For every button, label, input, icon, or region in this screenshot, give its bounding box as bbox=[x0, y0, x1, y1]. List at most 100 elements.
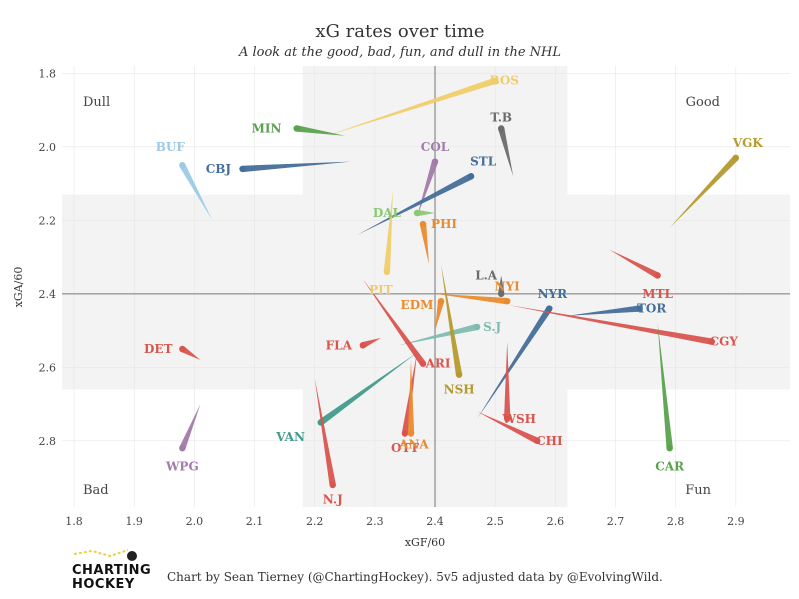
team-label-wpg: WPG bbox=[165, 460, 199, 474]
arrow-min bbox=[296, 125, 345, 136]
arrow-head-wpg bbox=[179, 445, 186, 452]
team-label-pit: PIT bbox=[369, 283, 393, 297]
arrow-head-chi bbox=[534, 437, 541, 445]
arrow-head-sj bbox=[473, 323, 481, 331]
arrow-cbj bbox=[242, 161, 351, 173]
arrow-head-vgk bbox=[732, 154, 740, 162]
y-tick-label: 2.4 bbox=[39, 288, 57, 301]
team-label-col: COL bbox=[421, 140, 450, 154]
x-tick-label: 2.9 bbox=[727, 515, 745, 528]
team-label-tor: TOR bbox=[637, 302, 667, 316]
arrow-head-tor bbox=[636, 305, 643, 312]
arrow-head-ana bbox=[407, 430, 415, 437]
logo-line1: CHARTING bbox=[72, 563, 151, 578]
arrow-nyr bbox=[477, 306, 552, 419]
arrow-pit bbox=[383, 191, 393, 272]
arrow-head-fla bbox=[359, 342, 367, 349]
arrow-tb bbox=[498, 127, 514, 177]
arrow-det bbox=[180, 346, 201, 360]
quadrant-label-fun: Fun bbox=[685, 483, 711, 498]
x-tick-label: 2.1 bbox=[246, 515, 264, 528]
arrow-ari bbox=[362, 279, 426, 366]
arrow-chi bbox=[477, 411, 539, 444]
arrow-head-min bbox=[293, 125, 300, 132]
chart-title: xG rates over time bbox=[315, 21, 484, 42]
arrow-head-nyr bbox=[546, 305, 553, 312]
arrow-head-cbj bbox=[239, 165, 246, 173]
team-label-fla: FLA bbox=[326, 338, 353, 352]
arrow-car bbox=[657, 323, 673, 449]
team-label-buf: BUF bbox=[156, 140, 186, 154]
team-label-tb: T.B bbox=[490, 110, 512, 124]
logo-line2: HOCKEY bbox=[72, 577, 135, 592]
y-axis-label: xGA/60 bbox=[12, 267, 25, 308]
x-tick-label: 2.4 bbox=[426, 515, 444, 528]
quadrant-label-dull: Dull bbox=[83, 95, 110, 110]
team-label-nsh: NSH bbox=[444, 382, 475, 396]
team-label-bos: BOS bbox=[489, 74, 518, 88]
reference-lines bbox=[62, 66, 790, 507]
team-label-vgk: VGK bbox=[732, 136, 764, 150]
team-label-cbj: CBJ bbox=[206, 162, 232, 176]
arrow-head-nj bbox=[329, 481, 336, 489]
arrow-head-buf bbox=[179, 162, 186, 169]
arrow-dal bbox=[417, 209, 435, 217]
y-tick-label: 2.6 bbox=[39, 361, 57, 374]
arrow-head-stl bbox=[467, 173, 475, 180]
x-tick-label: 2.7 bbox=[607, 515, 625, 528]
x-tick-label: 1.8 bbox=[65, 515, 83, 528]
arrow-head-phi bbox=[419, 220, 427, 228]
team-label-phi: PHI bbox=[431, 217, 457, 231]
arrow-head-nsh bbox=[455, 371, 463, 378]
arrow-head-ari bbox=[419, 360, 427, 367]
team-label-edm: EDM bbox=[401, 298, 434, 312]
team-arrows bbox=[179, 77, 740, 489]
y-tick-label: 2.8 bbox=[39, 435, 57, 448]
x-axis-label: xGF/60 bbox=[405, 536, 445, 549]
arrow-phi bbox=[419, 223, 429, 265]
team-label-dal: DAL bbox=[373, 206, 402, 220]
arrow-head-nyi bbox=[504, 298, 511, 305]
arrow-edm bbox=[435, 300, 445, 331]
chart-subtitle: A look at the good, bad, fun, and dull i… bbox=[238, 45, 561, 60]
arrow-head-tb bbox=[498, 125, 505, 132]
team-label-ott: OTT bbox=[391, 441, 419, 455]
arrow-head-det bbox=[179, 345, 186, 353]
quadrant-label-bad: Bad bbox=[83, 483, 109, 498]
arrow-head-dal bbox=[413, 209, 421, 217]
team-label-sj: S.J bbox=[483, 320, 501, 334]
quadrant-labels: Dull Good Bad Fun bbox=[83, 95, 720, 498]
team-label-la: L.A bbox=[475, 268, 498, 282]
arrow-head-col bbox=[431, 158, 439, 165]
team-label-cgy: CGY bbox=[710, 335, 739, 349]
y-tick-label: 1.8 bbox=[39, 67, 57, 80]
x-tick-label: 2.8 bbox=[667, 515, 685, 528]
x-tick-label: 2.5 bbox=[486, 515, 504, 528]
axis-ticks: 1.8 1.9 2.0 2.1 2.2 2.3 2.4 2.5 2.6 2.7 2.8 2.9 1.8 2… bbox=[39, 67, 745, 528]
team-label-van: VAN bbox=[275, 430, 305, 444]
arrow-ana bbox=[407, 360, 415, 434]
x-tick-label: 2.6 bbox=[547, 515, 565, 528]
arrow-head-cgy bbox=[708, 338, 715, 345]
arrow-nsh bbox=[441, 264, 463, 376]
team-label-mtl: MTL bbox=[642, 287, 673, 301]
team-label-nj: N.J bbox=[323, 493, 343, 507]
x-tick-label: 2.2 bbox=[306, 515, 324, 528]
arrow-mtl bbox=[609, 249, 660, 279]
team-label-min: MIN bbox=[252, 121, 282, 135]
team-label-chi: CHI bbox=[536, 434, 563, 448]
y-tick-label: 2.0 bbox=[39, 141, 57, 154]
charting-hockey-logo: CHARTING HOCKEY bbox=[72, 549, 151, 592]
arrow-van bbox=[318, 352, 417, 426]
quadrant-label-good: Good bbox=[686, 95, 720, 110]
x-tick-label: 2.0 bbox=[186, 515, 204, 528]
caption: Chart by Sean Tierney (@ChartingHockey).… bbox=[167, 570, 663, 584]
arrow-nyi bbox=[435, 293, 508, 305]
team-label-stl: STL bbox=[470, 155, 497, 169]
arrow-tor bbox=[567, 305, 640, 316]
x-tick-label: 2.3 bbox=[366, 515, 384, 528]
arrow-head-car bbox=[666, 445, 673, 452]
arrow-head-edm bbox=[437, 298, 445, 305]
